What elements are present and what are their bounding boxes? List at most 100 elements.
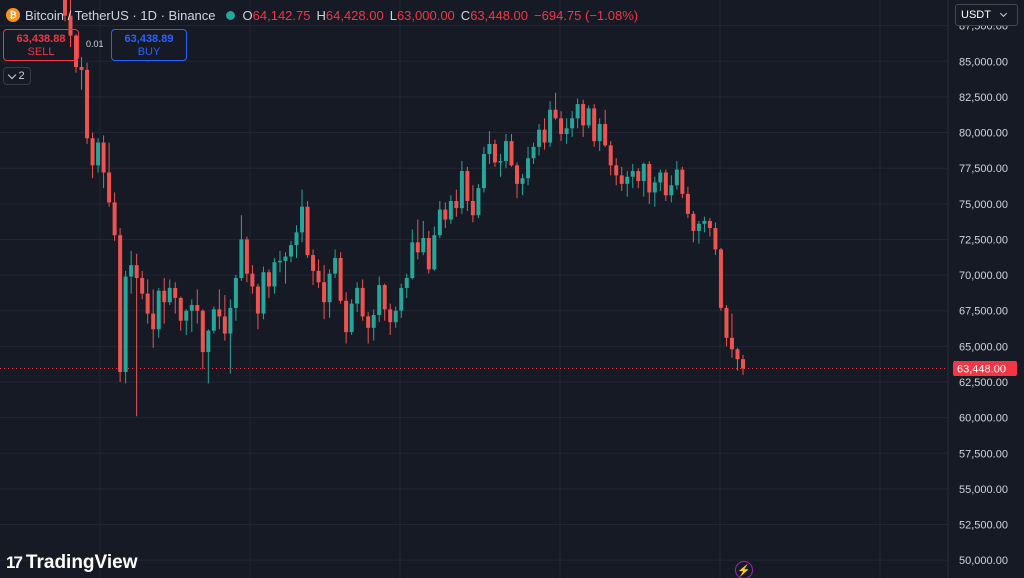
candle-body [63, 0, 67, 16]
market-status-icon[interactable] [225, 10, 235, 20]
candle-body [597, 124, 602, 142]
candle-body [399, 287, 404, 311]
price-tick-label: 72,500.00 [959, 234, 1008, 246]
candle-body [377, 285, 382, 316]
candle-body [355, 287, 360, 304]
candle-body [255, 286, 260, 314]
price-tick-label: 52,500.00 [959, 520, 1008, 532]
price-tick-label: 87,500.00 [959, 21, 1008, 33]
spread-value: 0.01 [86, 39, 104, 49]
candle-body [404, 277, 409, 288]
candle-body [140, 277, 145, 294]
candle-body [592, 108, 597, 142]
candle-body [707, 220, 712, 229]
sell-price: 63,438.88 [16, 33, 66, 45]
candle-body [217, 309, 222, 317]
candle-body [680, 169, 685, 194]
candle-body [189, 305, 194, 311]
candle-body [300, 206, 305, 233]
candle-body [548, 109, 553, 143]
candle-body [68, 15, 73, 36]
candle-body [90, 138, 95, 166]
candle-body [244, 239, 249, 274]
chart-grid [0, 0, 948, 578]
sell-button[interactable]: 63,438.88 SELL [3, 29, 79, 61]
candle-body [713, 228, 718, 250]
price-tick-label: 62,500.00 [959, 377, 1008, 389]
candle-body [327, 273, 332, 303]
candle-body [233, 277, 238, 308]
candle-body [509, 141, 514, 166]
sell-label: SELL [27, 46, 55, 58]
candle-body [669, 185, 674, 196]
candle-body [173, 287, 178, 298]
candle-body [614, 165, 619, 176]
candle-body [487, 143, 492, 154]
candle-body [426, 238, 431, 270]
candle-body [261, 272, 266, 314]
candle-body [272, 262, 277, 287]
open-label: O [242, 7, 253, 23]
candle-body [481, 153, 486, 189]
currency-label: USDT [961, 9, 991, 21]
candle-body [195, 305, 200, 311]
candle-body [151, 313, 156, 330]
candle-body [741, 359, 745, 369]
candle-body [118, 235, 123, 373]
candle-body [289, 245, 293, 257]
candle-body [410, 242, 415, 278]
candle-body [333, 257, 338, 274]
candle-body [663, 172, 668, 196]
candle-body [553, 109, 558, 119]
candlestick-series [63, 0, 745, 417]
candle-body [145, 293, 150, 314]
price-tick-label: 82,500.00 [959, 92, 1008, 104]
price-tick-label: 67,500.00 [959, 306, 1008, 318]
tradingview-logo-icon: 17 [6, 553, 23, 572]
candle-body [432, 235, 437, 270]
candle-body [564, 128, 569, 134]
lightning-icon[interactable]: ⚡ [735, 561, 753, 578]
price-axis[interactable]: 50,000.00 52,500.00 55,000.00 57,500.00 60,0… [959, 21, 1008, 568]
candle-body [724, 307, 729, 338]
candle-body [393, 310, 398, 323]
price-tick-label: 57,500.00 [959, 448, 1008, 460]
candle-body [498, 161, 503, 163]
currency-selector[interactable]: USDT [955, 4, 1018, 26]
candle-body [382, 285, 387, 310]
buy-button[interactable]: 63,438.89 BUY [111, 29, 187, 61]
candle-body [559, 118, 564, 134]
candle-body [652, 182, 657, 193]
candle-body [266, 272, 271, 287]
tradingview-wordmark: TradingView [25, 552, 138, 573]
candle-body [454, 200, 459, 209]
candle-body [388, 309, 393, 323]
candle-body [107, 172, 112, 203]
low-label: L [389, 7, 397, 23]
candle-body [96, 142, 101, 166]
last-price-tag [953, 360, 1017, 376]
candle-body [349, 303, 354, 333]
candle-body [641, 163, 646, 182]
indicators-toggle-button[interactable]: 2 [3, 67, 31, 85]
candle-body [718, 249, 723, 308]
candle-body [322, 282, 327, 303]
symbol-legend: ₿ Bitcoin / TetherUS · 1D · Binance O 64,… [6, 6, 641, 24]
candle-body [619, 175, 624, 184]
price-tick-label: 77,500.00 [959, 163, 1008, 175]
tradingview-logo[interactable]: 17 TradingView [6, 552, 138, 574]
high-label: H [316, 7, 326, 23]
symbol-title[interactable]: Bitcoin / TetherUS · 1D · Binance [25, 7, 216, 23]
candle-body [167, 287, 172, 303]
candle-body [542, 129, 547, 143]
candle-body [586, 108, 591, 126]
candle-body [316, 270, 321, 283]
candle-body [625, 176, 630, 184]
price-tick-label: 80,000.00 [959, 128, 1008, 140]
indicators-count: 2 [18, 70, 25, 82]
candle-body [575, 104, 580, 119]
candle-body [537, 129, 542, 147]
candle-body [520, 178, 525, 184]
last-price-tag-label: 63,448.00 [957, 363, 1006, 375]
